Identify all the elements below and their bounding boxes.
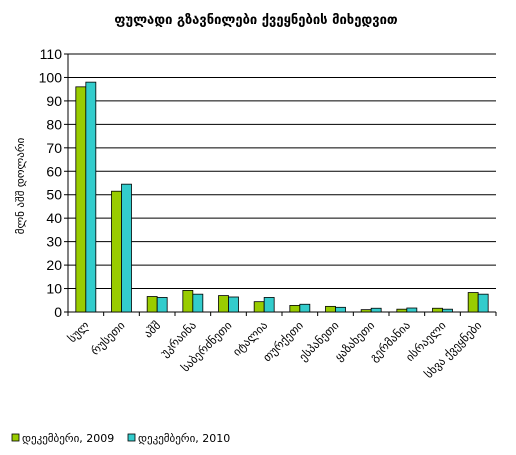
y-tick-label: 80 [46, 116, 62, 132]
y-tick-label: 50 [46, 187, 62, 203]
y-tick-label: 10 [46, 281, 62, 297]
bar-2009 [111, 190, 122, 313]
plot-area [67, 54, 497, 316]
bar-2010 [406, 307, 418, 313]
bar-2010 [228, 296, 239, 313]
bar-2009 [360, 309, 372, 313]
bar-2009 [75, 86, 87, 313]
y-tick-label: 20 [46, 257, 62, 273]
bar-2010 [299, 303, 311, 313]
bar-2009 [432, 307, 443, 313]
bar-2009 [218, 295, 229, 313]
gridlines [68, 53, 496, 290]
bar-2009 [396, 308, 408, 313]
y-tick-label: 30 [46, 234, 62, 250]
y-tick-label: 70 [46, 140, 62, 156]
bars [75, 81, 489, 313]
x-category-label: რუსეთი [88, 318, 128, 358]
x-category-label: აშშ [141, 318, 163, 340]
bar-2009 [182, 290, 194, 313]
bar-2010 [263, 297, 275, 313]
y-tick-label: 90 [46, 93, 62, 109]
bar-2009 [146, 296, 158, 313]
y-tick-label: 40 [46, 210, 62, 226]
bar-2010 [156, 297, 168, 313]
legend-swatch [127, 433, 136, 442]
y-tick-label: 110 [40, 46, 63, 62]
y-axis-label: მლნ აშშ დოლარი [14, 137, 27, 234]
y-axis-ticks: 0 10 20 30 40 50 60 70 80 90 100 110 [39, 46, 68, 320]
x-category-label: სულ [65, 318, 92, 345]
bar-2009 [325, 305, 336, 313]
y-tick-label: 60 [46, 163, 62, 179]
legend-swatch [11, 433, 20, 442]
bar-2010 [477, 293, 489, 313]
chart-title: ფულადი გზავნილები ქვეყნების მიხედვით [114, 13, 398, 28]
legend-label: დეკემბერი, 2009 [22, 432, 114, 445]
bar-2010 [192, 293, 204, 313]
bar-2010 [335, 306, 346, 313]
legend-label: დეკემბერი, 2010 [138, 432, 230, 445]
bar-2010 [442, 308, 453, 313]
y-tick-label: 100 [39, 69, 63, 85]
bar-2009 [253, 301, 265, 313]
bar-2010 [85, 81, 97, 313]
bar-2009 [467, 292, 479, 313]
bar-2010 [121, 183, 132, 313]
bar-2010 [370, 307, 382, 313]
y-tick-label: 0 [54, 304, 62, 320]
legend: დეკემბერი, 2009 დეკემბერი, 2010 [11, 432, 230, 445]
bar-2009 [289, 305, 301, 313]
